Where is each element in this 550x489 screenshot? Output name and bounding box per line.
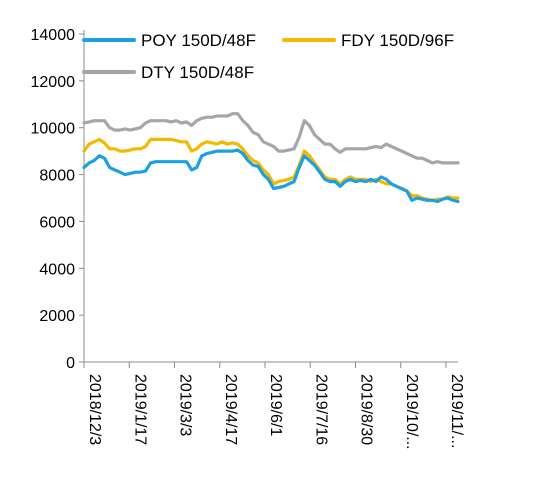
legend-label-poy: POY 150D/48F bbox=[141, 31, 256, 50]
y-tick-label: 2000 bbox=[39, 308, 75, 325]
x-tick-label: 2019/7/16 bbox=[312, 374, 329, 445]
x-tick-label: 2019/3/3 bbox=[177, 374, 194, 436]
series-line-fdy bbox=[82, 137, 460, 202]
x-axis-ticks: 2018/12/3 2019/1/17 2019/3/3 2019/4/17 2019/… bbox=[83, 362, 465, 450]
y-tick-label: 4000 bbox=[39, 261, 75, 278]
y-tick-label: 0 bbox=[66, 355, 75, 372]
y-tick-label: 10000 bbox=[31, 121, 76, 138]
axes bbox=[83, 30, 458, 363]
series-line-poy bbox=[82, 148, 460, 204]
x-tick-label: 2019/4/17 bbox=[222, 374, 239, 445]
y-tick-label: 6000 bbox=[39, 214, 75, 231]
legend-label-dty: DTY 150D/48F bbox=[141, 63, 254, 82]
series-line-dty bbox=[82, 112, 460, 165]
x-tick-label: 2019/11/... bbox=[448, 374, 465, 448]
y-tick-label: 14000 bbox=[31, 27, 76, 44]
y-tick-label: 8000 bbox=[39, 168, 75, 185]
x-tick-label: 2019/1/17 bbox=[131, 374, 148, 445]
x-tick-label: 2018/12/3 bbox=[86, 374, 103, 445]
x-tick-label: 2019/10/... bbox=[403, 374, 420, 450]
legend: POY 150D/48F FDY 150D/96F DTY 150D/48F bbox=[82, 31, 454, 82]
y-tick-label: 12000 bbox=[31, 74, 76, 91]
legend-label-fdy: FDY 150D/96F bbox=[341, 31, 454, 50]
series-lines bbox=[82, 112, 460, 204]
y-axis-ticks: 0 2000 4000 6000 8000 10000 12000 14000 bbox=[31, 27, 84, 372]
x-tick-label: 2019/6/1 bbox=[267, 374, 284, 436]
x-tick-label: 2019/8/30 bbox=[358, 374, 375, 445]
